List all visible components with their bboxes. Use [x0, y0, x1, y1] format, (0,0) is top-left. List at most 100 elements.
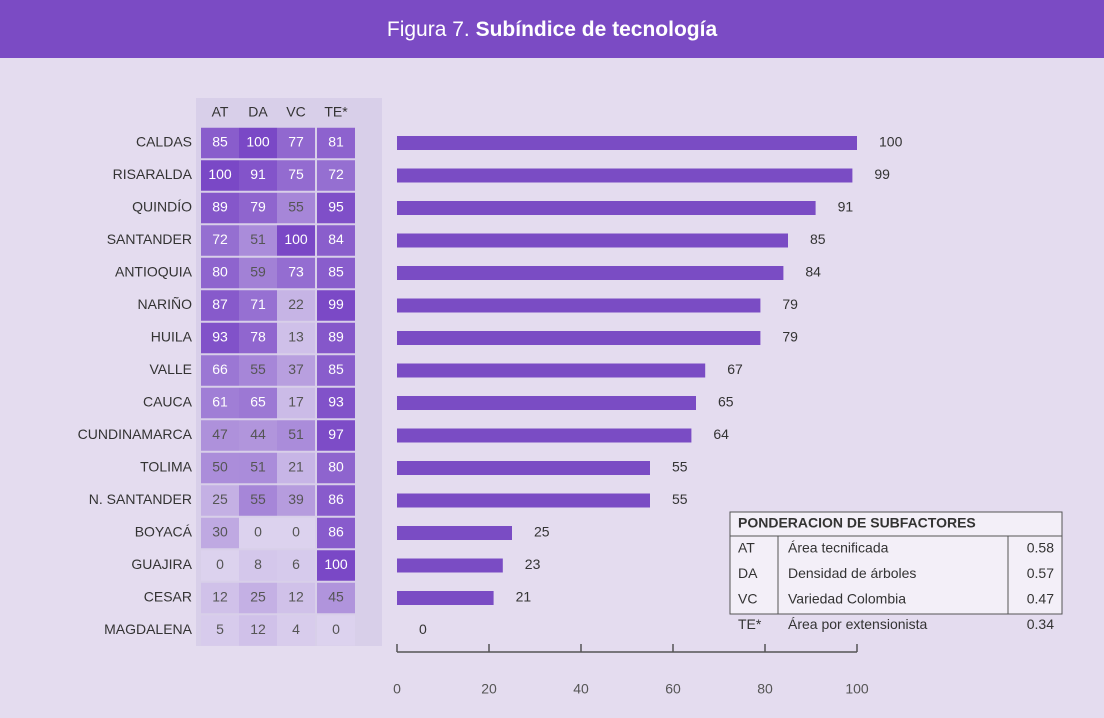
bar — [397, 233, 788, 248]
cell-label: 78 — [250, 329, 266, 345]
cell-label: 86 — [328, 524, 344, 540]
figure-label: Figura 7. — [387, 18, 470, 41]
value-label: 25 — [534, 524, 550, 540]
heatmap-cell — [317, 257, 355, 289]
legend-code: DA — [738, 565, 758, 581]
category-label: CALDAS — [136, 134, 192, 150]
legend-code: VC — [738, 590, 757, 606]
column-header: DA — [248, 104, 268, 120]
heatmap-cell — [239, 322, 277, 354]
cell-label: 47 — [212, 426, 228, 442]
cell-label: 59 — [250, 264, 266, 280]
cell-label: 72 — [328, 166, 344, 182]
heatmap-cell — [317, 355, 355, 386]
heatmap-cell — [201, 420, 239, 451]
legend-weight: 0.58 — [1027, 539, 1054, 555]
cell-label: 85 — [328, 264, 344, 280]
cell-label: 55 — [288, 199, 304, 215]
heatmap-cell — [317, 517, 355, 549]
category-label: QUINDÍO — [132, 199, 192, 215]
heatmap-cell — [317, 322, 355, 354]
cell-label: 0 — [292, 524, 300, 540]
x-tick-label: 100 — [845, 681, 869, 697]
heatmap-cell — [317, 127, 355, 159]
legend-weight: 0.57 — [1027, 565, 1054, 581]
cell-label: 0 — [332, 621, 340, 637]
heatmap-cell — [277, 582, 315, 614]
value-label: 67 — [727, 361, 743, 377]
heatmap-cell — [201, 582, 239, 614]
x-tick-label: 20 — [481, 681, 497, 697]
value-label: 23 — [525, 556, 541, 572]
heatmap-cell — [239, 160, 277, 191]
category-label: N. SANTANDER — [89, 491, 192, 507]
cell-label: 51 — [288, 426, 304, 442]
category-label: CESAR — [144, 589, 192, 605]
heatmap-cell — [201, 225, 239, 256]
category-label: HUILA — [151, 329, 193, 345]
heatmap-cell — [277, 322, 315, 354]
bar — [397, 396, 696, 410]
cell-label: 73 — [288, 264, 304, 280]
value-label: 65 — [718, 394, 734, 410]
cell-label: 17 — [288, 394, 304, 410]
heatmap-cell — [277, 615, 315, 646]
category-label: SANTANDER — [107, 231, 192, 247]
heatmap-cell — [239, 387, 277, 419]
heatmap-cell — [239, 192, 277, 224]
cell-label: 22 — [288, 296, 304, 312]
heatmap-cell — [277, 127, 315, 159]
heatmap-cell — [277, 257, 315, 289]
cell-label: 13 — [288, 329, 304, 345]
cell-label: 75 — [288, 166, 304, 182]
cell-label: 4 — [292, 621, 300, 637]
heatmap-cell — [277, 225, 315, 256]
cell-label: 100 — [246, 134, 270, 150]
legend-code: TE* — [738, 616, 762, 632]
cell-label: 30 — [212, 524, 228, 540]
heatmap-cell — [239, 257, 277, 289]
heatmap-cell — [317, 225, 355, 256]
cell-label: 89 — [212, 199, 228, 215]
heatmap-cell — [201, 257, 239, 289]
cell-label: 25 — [250, 589, 266, 605]
heatmap-cell — [277, 192, 315, 224]
heatmap-cell — [201, 322, 239, 354]
cell-label: 25 — [212, 491, 228, 507]
cell-label: 45 — [328, 589, 344, 605]
cell-label: 80 — [212, 264, 228, 280]
cell-label: 97 — [328, 426, 344, 442]
heatmap-cell — [239, 355, 277, 386]
cell-label: 93 — [212, 329, 228, 345]
heatmap-cell — [201, 517, 239, 549]
category-label: BOYACÁ — [135, 524, 193, 540]
bar — [397, 591, 494, 605]
heatmap-cell — [277, 550, 315, 581]
bar — [397, 461, 650, 475]
cell-label: 61 — [212, 394, 228, 410]
cell-label: 95 — [328, 199, 344, 215]
bar — [397, 493, 650, 508]
value-label: 79 — [782, 329, 798, 345]
category-label: TOLIMA — [140, 459, 193, 475]
bar — [397, 136, 857, 150]
cell-label: 84 — [328, 231, 344, 247]
x-tick-label: 80 — [757, 681, 773, 697]
value-label: 55 — [672, 459, 688, 475]
bar — [397, 266, 784, 280]
legend-description: Variedad Colombia — [788, 590, 906, 606]
legend-description: Densidad de árboles — [788, 565, 916, 581]
heatmap-cell — [239, 550, 277, 581]
heatmap-cell — [239, 420, 277, 451]
column-header: VC — [286, 104, 305, 120]
heatmap-cell — [277, 355, 315, 386]
heatmap-cell — [201, 355, 239, 386]
bar — [397, 168, 853, 183]
heatmap-cell — [201, 452, 239, 484]
heatmap-cell — [201, 550, 239, 581]
bar — [397, 363, 706, 378]
category-label: NARIÑO — [138, 296, 193, 312]
cell-label: 72 — [212, 231, 228, 247]
cell-label: 65 — [250, 394, 266, 410]
